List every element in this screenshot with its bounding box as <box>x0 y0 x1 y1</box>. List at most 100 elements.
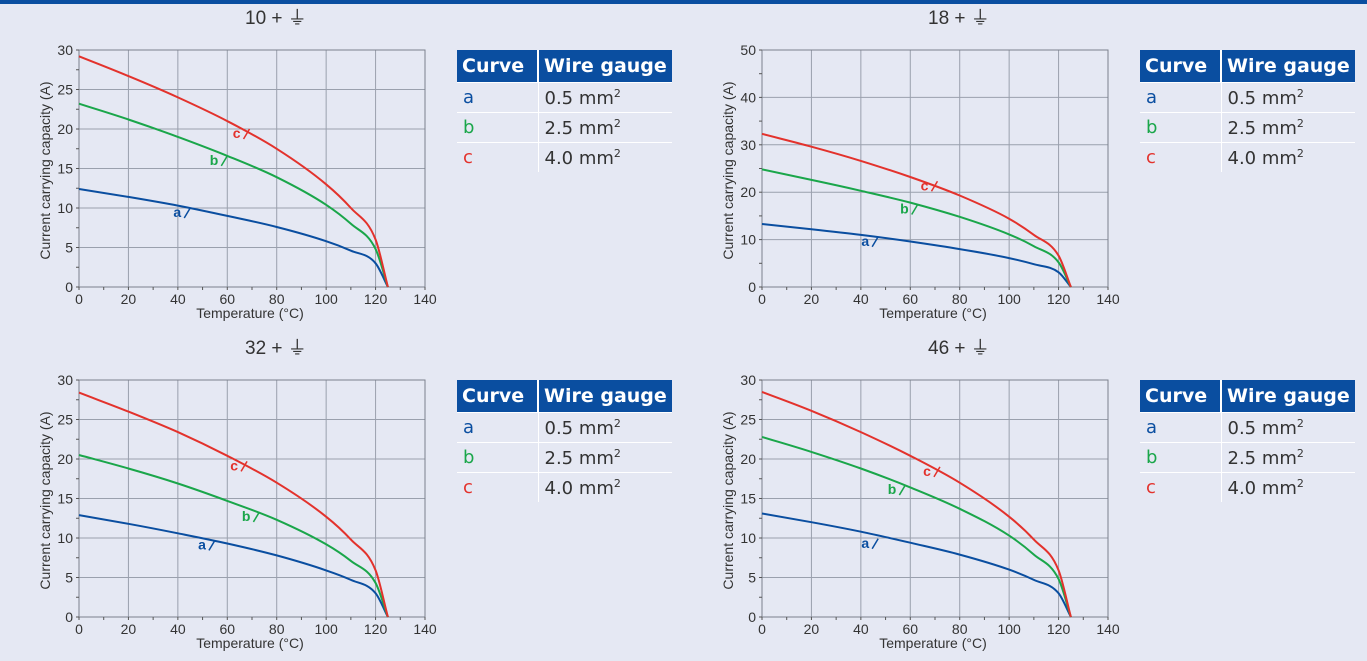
x-tick-label: 120 <box>364 291 388 307</box>
x-tick-label: 20 <box>121 291 137 307</box>
x-tick-label: 0 <box>75 291 83 307</box>
x-tick-label: 100 <box>314 291 338 307</box>
y-tick-label: 50 <box>740 42 756 58</box>
legend-header-gauge: Wire gauge <box>538 50 672 83</box>
x-tick-label: 40 <box>170 621 186 637</box>
x-axis-label: Temperature (°C) <box>879 635 987 651</box>
curve-label-leader <box>208 539 216 551</box>
x-tick-label: 0 <box>758 621 766 637</box>
plot-area <box>762 50 1108 287</box>
y-tick-label: 10 <box>740 232 756 248</box>
legend-row: b 2.5 mm2 <box>457 442 672 473</box>
legend-curve-letter: b <box>457 442 539 473</box>
x-tick-label: 20 <box>804 621 820 637</box>
y-tick-label: 30 <box>740 137 756 153</box>
y-tick-label: 0 <box>65 609 73 625</box>
y-tick-label: 20 <box>57 121 73 137</box>
chart-title: 46 + ⏚ <box>928 338 990 359</box>
legend-row: b 2.5 mm2 <box>457 112 672 143</box>
series-line-c <box>761 390 1072 618</box>
y-tick-label: 10 <box>740 530 756 546</box>
series-line-b <box>78 102 389 288</box>
x-tick-label: 0 <box>758 291 766 307</box>
legend-header-gauge: Wire gauge <box>1221 50 1355 83</box>
grid <box>79 380 425 617</box>
series-line-a <box>761 512 1072 618</box>
y-tick-label: 0 <box>748 279 756 295</box>
y-tick-label: 25 <box>57 82 73 98</box>
y-axis-label: Current carrying capacity (A) <box>37 411 53 589</box>
x-axis-label: Temperature (°C) <box>196 635 304 651</box>
y-tick-label: 20 <box>57 451 73 467</box>
curve-label-leader <box>930 180 939 192</box>
legend-header-gauge: Wire gauge <box>538 380 672 413</box>
curve-label-c: c <box>233 125 241 141</box>
series-line-a <box>78 514 389 618</box>
chart-panel: 46 + ⏚ 0 20 40 60 80 100 120 140 0 5 10 15 20 25 30 Temp… <box>683 330 1366 660</box>
y-tick-label: 25 <box>740 412 756 428</box>
legend-row: a 0.5 mm2 <box>1140 82 1355 113</box>
x-tick-label: 60 <box>902 291 918 307</box>
x-tick-label: 0 <box>75 621 83 637</box>
legend-curve-letter: a <box>457 412 539 443</box>
tick-labels: 0 20 40 60 80 100 120 140 0 5 10 15 20 25 30 <box>740 372 1119 637</box>
y-tick-label: 25 <box>57 412 73 428</box>
legend-header-curve: Curve <box>457 50 539 83</box>
chart-panel: 32 + ⏚ 0 20 40 60 80 100 120 140 0 5 10 15 20 25 30 Temp… <box>0 330 683 660</box>
line-chart: 0 20 40 60 80 100 120 140 0 5 10 15 20 25 30 Temperatur… <box>37 42 437 321</box>
chart-panel: 18 + ⏚ 0 20 40 60 80 100 120 140 0 10 20 30 40 50 Tempe… <box>683 0 1366 330</box>
y-tick-label: 30 <box>57 372 73 388</box>
legend-wire-gauge: 2.5 mm2 <box>538 112 672 143</box>
x-tick-label: 40 <box>853 291 869 307</box>
x-tick-label: 100 <box>997 621 1021 637</box>
legend-header-row: Curve Wire gauge <box>457 50 672 83</box>
x-tick-label: 120 <box>364 621 388 637</box>
x-tick-label: 140 <box>1096 291 1120 307</box>
x-tick-label: 80 <box>269 291 285 307</box>
curve-label-a: a <box>861 233 869 249</box>
legend-header-curve: Curve <box>457 380 539 413</box>
legend-row: c 4.0 mm2 <box>1140 142 1355 172</box>
legend-curve-letter: c <box>1140 472 1222 502</box>
x-tick-label: 40 <box>853 621 869 637</box>
y-tick-label: 40 <box>740 89 756 105</box>
x-tick-label: 80 <box>952 291 968 307</box>
x-tick-label: 140 <box>1096 621 1120 637</box>
legend-wire-gauge: 0.5 mm2 <box>538 82 672 113</box>
legend-row: a 0.5 mm2 <box>457 82 672 113</box>
axis-ticks <box>76 49 426 290</box>
legend-wire-gauge: 4.0 mm2 <box>538 472 672 502</box>
line-chart: 0 20 40 60 80 100 120 140 0 10 20 30 40 50 Temperature… <box>720 42 1120 321</box>
series-line-c <box>761 132 1072 288</box>
legend-curve-letter: c <box>1140 142 1222 172</box>
x-tick-label: 60 <box>219 291 235 307</box>
curve-label-leader <box>240 460 248 472</box>
x-tick-label: 120 <box>1047 291 1071 307</box>
curve-label-leader <box>220 155 228 167</box>
x-tick-label: 140 <box>413 291 437 307</box>
legend-row: c 4.0 mm2 <box>457 142 672 172</box>
curve-label-a: a <box>173 204 181 220</box>
curve-label-b: b <box>888 481 897 497</box>
curve-label-leader <box>242 128 251 140</box>
legend-curve-letter: b <box>1140 112 1222 143</box>
y-tick-label: 0 <box>65 279 73 295</box>
y-tick-label: 10 <box>57 200 73 216</box>
curve-label-c: c <box>923 463 931 479</box>
legend-wire-gauge: 4.0 mm2 <box>1221 142 1355 172</box>
legend-wire-gauge: 2.5 mm2 <box>538 442 672 473</box>
y-tick-label: 20 <box>740 451 756 467</box>
legend-header-row: Curve Wire gauge <box>1140 380 1355 413</box>
y-tick-label: 30 <box>57 42 73 58</box>
series-line-b <box>761 168 1072 288</box>
curve-label-b: b <box>900 201 909 217</box>
y-tick-label: 20 <box>740 184 756 200</box>
legend-curve-letter: b <box>457 112 539 143</box>
legend-row: c 4.0 mm2 <box>457 472 672 502</box>
wire-gauge-legend-table: Curve Wire gauge a 0.5 mm2 b 2.5 mm2 c 4.0 mm2 <box>457 380 672 502</box>
series-line-b <box>78 454 389 618</box>
curve-label-a: a <box>198 536 206 552</box>
x-tick-label: 60 <box>219 621 235 637</box>
curve-label-b: b <box>242 508 251 524</box>
series-line-c <box>78 55 389 288</box>
